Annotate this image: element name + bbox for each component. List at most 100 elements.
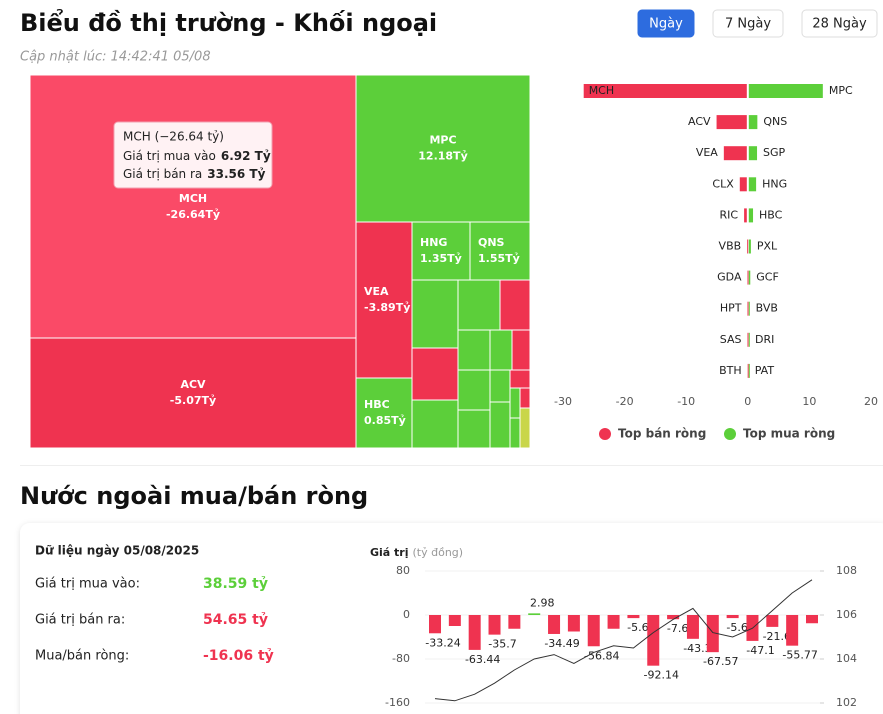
treemap-cell <box>355 74 531 223</box>
bar <box>748 301 750 316</box>
bar-label: BVB <box>756 302 778 315</box>
bar-label: DRI <box>755 333 774 346</box>
value-label: -92.14 <box>644 669 679 682</box>
bar-label: SAS <box>720 333 742 346</box>
tab-button[interactable] <box>637 9 695 38</box>
cell-value: 1.35Tỷ <box>420 252 462 265</box>
tab-label[interactable]: 28 Ngày <box>812 17 867 32</box>
bar <box>748 84 823 98</box>
bar <box>748 332 750 347</box>
bar <box>627 615 640 619</box>
tab-button[interactable] <box>801 9 878 38</box>
legend-swatch <box>724 428 736 440</box>
cell <box>509 417 521 449</box>
bar <box>806 615 818 624</box>
cell <box>489 369 511 403</box>
treemap-cell <box>469 221 531 281</box>
bar-label: HBC <box>759 208 783 221</box>
bar <box>748 239 751 254</box>
bar-label: MPC <box>829 84 853 97</box>
summary-value: 38.59 tỷ <box>203 576 268 592</box>
bar <box>747 270 749 285</box>
value-label: -55.77 <box>782 649 817 662</box>
y2-tick-label: 106 <box>836 608 857 621</box>
bar-label: PAT <box>755 364 775 377</box>
bar <box>686 615 699 639</box>
cell <box>499 279 531 331</box>
bar <box>748 115 758 130</box>
cell-value: -26.64Tỷ <box>166 208 220 221</box>
bar <box>748 363 750 378</box>
x-tick-label: 0 <box>744 395 751 408</box>
bar-label: MCH <box>589 84 614 97</box>
value-label: -33.24 <box>425 636 460 649</box>
text-part: Giá trị <box>370 546 409 559</box>
bar-label: CLX <box>712 177 734 190</box>
bar-label: HPT <box>720 302 742 315</box>
bar-label: RIC <box>720 208 739 221</box>
cell <box>457 329 491 371</box>
x-tick-label: -20 <box>616 395 634 408</box>
value-label: -35.7 <box>488 638 516 651</box>
cell <box>411 399 459 449</box>
bar <box>748 177 757 192</box>
bar-label: VEA <box>696 146 718 159</box>
bar <box>766 615 779 627</box>
y-tick-label: 80 <box>396 564 410 577</box>
cell <box>457 279 501 331</box>
cell <box>489 401 511 449</box>
value-label: -63.44 <box>465 653 500 666</box>
cell <box>411 279 459 349</box>
bar-label: BTH <box>719 364 742 377</box>
legend-label: Top mua ròng <box>743 427 835 441</box>
bar-label: QNS <box>763 115 787 128</box>
bar <box>786 615 799 646</box>
summary-label: Mua/bán ròng: <box>35 649 129 664</box>
cell-label: ACV <box>180 378 206 391</box>
bar <box>748 208 754 223</box>
line <box>434 579 813 702</box>
x-tick-label: -10 <box>677 395 695 408</box>
cell-value: -3.89Tỷ <box>364 301 410 314</box>
tab-button[interactable] <box>712 9 784 38</box>
y-tick-label: -160 <box>385 696 410 709</box>
cell <box>519 387 531 409</box>
cell-label: MPC <box>429 134 456 147</box>
value-label: -47.1 <box>746 644 774 657</box>
page-title: Biểu đồ thị trường - Khối ngoại <box>20 7 437 37</box>
tooltip-box <box>113 121 273 189</box>
tab-label[interactable]: Ngày <box>649 17 683 32</box>
summary-label: Giá trị bán ra: <box>35 613 125 628</box>
bar <box>429 615 441 634</box>
treemap-cell <box>355 221 413 379</box>
treemap-cell <box>355 377 413 449</box>
bar <box>508 615 521 629</box>
summary-title: Dữ liệu ngày 05/08/2025 <box>35 544 199 558</box>
tooltip-row: Giá trị mua vào 6.92 Tỷ <box>123 149 271 163</box>
cell-label: VEA <box>364 285 389 298</box>
value-label: 2.98 <box>530 596 555 609</box>
cell <box>457 369 491 411</box>
treemap-cell <box>411 221 471 281</box>
y2-tick-label: 104 <box>836 652 857 665</box>
cell <box>509 387 521 419</box>
bar <box>748 146 758 161</box>
bar-label: VBB <box>719 240 742 253</box>
y-tick-label: -80 <box>392 652 410 665</box>
cell <box>457 409 491 449</box>
bar <box>747 239 749 254</box>
y2-tick-label: 108 <box>836 564 857 577</box>
text-part: Giá trị mua vào <box>123 149 216 163</box>
cell-value: 1.55Tỷ <box>478 252 520 265</box>
cell-label: QNS <box>478 236 505 249</box>
cell <box>511 329 531 371</box>
bar-label: HNG <box>762 177 787 190</box>
bar <box>528 613 541 615</box>
treemap-cell <box>29 74 357 339</box>
y2-tick-label: 102 <box>836 696 857 709</box>
tab-label[interactable]: 7 Ngày <box>725 17 771 32</box>
bar <box>448 615 461 626</box>
bar <box>744 208 747 223</box>
bar <box>748 270 751 285</box>
